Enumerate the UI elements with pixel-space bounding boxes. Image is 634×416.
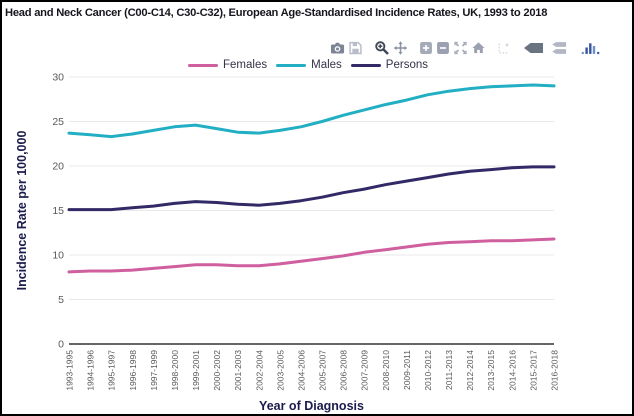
spikelines-icon	[498, 43, 509, 54]
x-tick-label: 1999-2001	[191, 350, 201, 391]
modebar-button-autoscale[interactable]	[453, 40, 468, 56]
x-tick-label: 1996-1998	[128, 350, 138, 391]
females-swatch	[188, 63, 218, 67]
home-icon	[472, 42, 485, 54]
x-tick-label: 2000-2002	[212, 350, 222, 391]
hover-closest-icon	[524, 43, 543, 53]
zoom-out-icon	[437, 42, 449, 54]
y-axis-title: Incidence Rate per 100,000	[15, 131, 29, 291]
x-tick-label: 1998-2000	[170, 350, 180, 391]
x-tick-label: 2004-2006	[296, 350, 306, 391]
modebar-button-hover-compare[interactable]	[548, 40, 567, 56]
persons-line	[67, 165, 556, 212]
males-line	[67, 83, 556, 139]
x-tick-label: 2013-2015	[486, 350, 496, 391]
modebar-button-zoom[interactable]	[374, 40, 390, 56]
x-tick-label: 2010-2012	[423, 350, 433, 391]
y-tick-label: 0	[58, 339, 64, 351]
modebar	[330, 40, 604, 56]
modebar-button-zoom-out[interactable]	[436, 40, 450, 56]
legend-item-males[interactable]: Males	[276, 59, 342, 71]
legend-label: Persons	[385, 59, 428, 71]
x-tick-label: 2009-2011	[402, 350, 412, 390]
save-icon	[349, 41, 362, 55]
x-tick-label: 2012-2014	[465, 350, 475, 391]
y-tick-label: 5	[58, 294, 64, 306]
x-tick-label: 2003-2005	[275, 350, 285, 391]
y-tick-label: 10	[52, 250, 64, 262]
x-axis-title: Year of Diagnosis	[259, 399, 364, 413]
x-tick-label: 2015-2017	[528, 350, 538, 391]
females-line	[67, 237, 556, 274]
autoscale-icon	[454, 41, 467, 55]
x-tick-label: 2007-2009	[360, 350, 370, 391]
legend-item-persons[interactable]: Persons	[350, 59, 428, 71]
legend-label: Males	[311, 59, 342, 71]
x-tick-label: 2016-2018	[550, 350, 560, 391]
y-tick-label: 30	[52, 72, 64, 84]
modebar-button-save[interactable]	[348, 40, 363, 56]
modebar-button-camera[interactable]	[330, 40, 345, 56]
camera-icon	[330, 42, 345, 54]
y-tick-label: 15	[52, 205, 64, 217]
plotly-logo-icon	[581, 43, 600, 55]
pan-icon	[393, 41, 408, 55]
chart-title: Head and Neck Cancer (C00-C14, C30-C32),…	[5, 7, 548, 19]
x-tick-label: 1997-1999	[149, 350, 159, 391]
persons-swatch	[350, 63, 381, 67]
x-tick-label: 2006-2008	[339, 350, 349, 391]
x-tick-label: 2001-2003	[233, 350, 243, 391]
y-tick-label: 25	[52, 116, 64, 128]
legend-label: Females	[223, 59, 268, 71]
zoom-in-icon	[420, 42, 432, 54]
hover-compare-icon	[552, 42, 567, 54]
modebar-button-pan[interactable]	[393, 40, 408, 56]
zoom-icon	[375, 41, 389, 55]
x-tick-label: 2014-2016	[507, 350, 517, 391]
x-tick-label: 2002-2004	[254, 350, 264, 391]
legend-item-females[interactable]: Females	[188, 59, 267, 71]
x-tick-label: 2011-2013	[444, 350, 454, 390]
x-tick-label: 2008-2010	[381, 350, 391, 391]
modebar-button-hover-closest[interactable]	[522, 40, 545, 56]
modebar-button-spikelines[interactable]	[497, 40, 511, 56]
modebar-button-zoom-in[interactable]	[419, 40, 433, 56]
modebar-button-plotly-logo[interactable]	[578, 40, 604, 56]
x-tick-label: 1995-1997	[107, 350, 117, 391]
legend: Females Males Persons	[188, 57, 428, 73]
x-tick-label: 1993-1995	[65, 350, 75, 391]
x-tick-label: 2005-2007	[318, 350, 328, 391]
x-tick-label: 1994-1996	[86, 350, 96, 391]
males-swatch	[276, 63, 307, 67]
y-tick-label: 20	[52, 161, 64, 173]
modebar-button-home[interactable]	[471, 40, 486, 56]
